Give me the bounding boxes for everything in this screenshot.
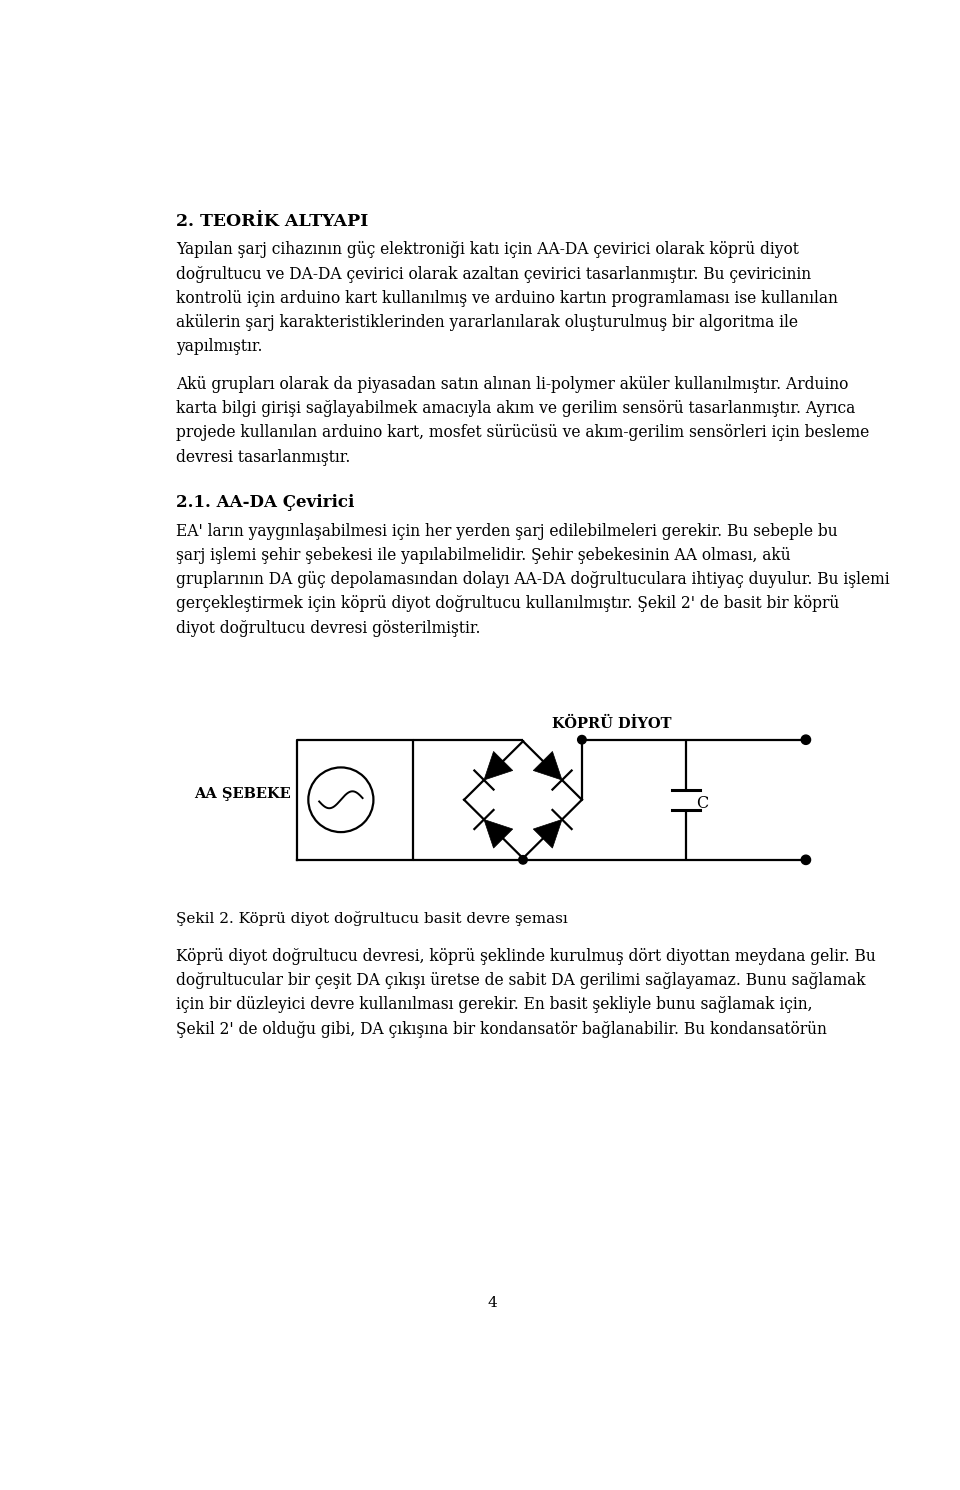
Polygon shape [484, 820, 513, 848]
Polygon shape [484, 751, 513, 781]
Text: akülerin şarj karakteristiklerinden yararlanılarak oluşturulmuş bir algoritma il: akülerin şarj karakteristiklerinden yara… [176, 314, 798, 331]
Text: Yapılan şarj cihazının güç elektroniği katı için AA-DA çevirici olarak köprü diy: Yapılan şarj cihazının güç elektroniği k… [176, 241, 799, 258]
Text: doğrultucu ve DA-DA çevirici olarak azaltan çevirici tasarlanmıştır. Bu çevirici: doğrultucu ve DA-DA çevirici olarak azal… [176, 265, 811, 283]
Text: karta bilgi girişi sağlayabilmek amacıyla akım ve gerilim sensörü tasarlanmıştır: karta bilgi girişi sağlayabilmek amacıyl… [176, 401, 855, 417]
Text: gruplarının DA güç depolamasından dolayı AA-DA doğrultuculara ihtiyaç duyulur. B: gruplarının DA güç depolamasından dolayı… [176, 571, 889, 589]
Circle shape [802, 855, 810, 864]
Text: C: C [697, 796, 708, 812]
Text: KÖPRÜ DİYOT: KÖPRÜ DİYOT [552, 717, 672, 732]
Text: projede kullanılan arduino kart, mosfet sürücüsü ve akım-gerilim sensörleri için: projede kullanılan arduino kart, mosfet … [176, 425, 869, 441]
Text: devresi tasarlanmıştır.: devresi tasarlanmıştır. [176, 448, 350, 466]
Circle shape [578, 736, 587, 744]
Circle shape [518, 855, 527, 864]
Text: EA' ların yaygınlaşabilmesi için her yerden şarj edilebilmeleri gerekir. Bu sebe: EA' ların yaygınlaşabilmesi için her yer… [176, 523, 837, 539]
Text: Şekil 2. Köprü diyot doğrultucu basit devre şeması: Şekil 2. Köprü diyot doğrultucu basit de… [176, 912, 567, 927]
Text: doğrultucular bir çeşit DA çıkışı üretse de sabit DA gerilimi sağlayamaz. Bunu s: doğrultucular bir çeşit DA çıkışı üretse… [176, 971, 865, 989]
Text: için bir düzleyici devre kullanılması gerekir. En basit şekliyle bunu sağlamak i: için bir düzleyici devre kullanılması ge… [176, 997, 812, 1013]
Circle shape [802, 735, 810, 745]
Text: yapılmıştır.: yapılmıştır. [176, 338, 262, 355]
Text: Akü grupları olarak da piyasadan satın alınan li-polymer aküler kullanılmıştır. : Akü grupları olarak da piyasadan satın a… [176, 375, 849, 393]
Text: Köprü diyot doğrultucu devresi, köprü şeklinde kurulmuş dört diyottan meydana ge: Köprü diyot doğrultucu devresi, köprü şe… [176, 948, 876, 966]
Text: Şekil 2' de olduğu gibi, DA çıkışına bir kondansatör bağlanabilir. Bu kondansatö: Şekil 2' de olduğu gibi, DA çıkışına bir… [176, 1021, 827, 1037]
Polygon shape [533, 751, 562, 781]
Text: diyot doğrultucu devresi gösterilmiştir.: diyot doğrultucu devresi gösterilmiştir. [176, 620, 480, 636]
Polygon shape [533, 820, 562, 848]
Text: kontrolü için arduino kart kullanılmış ve arduino kartın programlaması ise kulla: kontrolü için arduino kart kullanılmış v… [176, 291, 838, 307]
Text: 2.1. AA-DA Çevirici: 2.1. AA-DA Çevirici [176, 493, 354, 511]
Text: AA ŞEBEKE: AA ŞEBEKE [194, 787, 291, 800]
Text: 4: 4 [487, 1296, 497, 1310]
Text: şarj işlemi şehir şebekesi ile yapılabilmelidir. Şehir şebekesinin AA olması, ak: şarj işlemi şehir şebekesi ile yapılabil… [176, 547, 790, 563]
Text: 2. TEORİK ALTYAPI: 2. TEORİK ALTYAPI [176, 213, 368, 231]
Text: gerçekleştirmek için köprü diyot doğrultucu kullanılmıştır. Şekil 2' de basit bi: gerçekleştirmek için köprü diyot doğrult… [176, 596, 839, 612]
